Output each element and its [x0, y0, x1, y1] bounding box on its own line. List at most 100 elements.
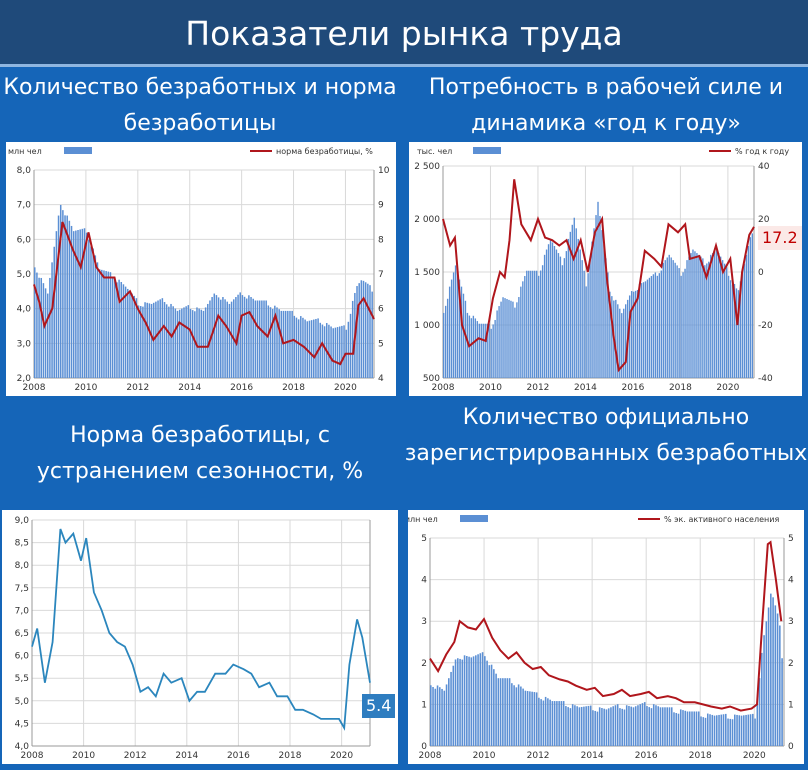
- bar: [466, 312, 469, 378]
- header-bar: Показатели рынка труда: [0, 0, 808, 67]
- bar: [585, 286, 587, 378]
- bar: [163, 302, 166, 378]
- bar: [737, 290, 740, 378]
- bar: [122, 284, 125, 378]
- bar: [478, 323, 480, 378]
- bar: [217, 297, 220, 378]
- bar: [723, 263, 726, 378]
- bar: [678, 268, 680, 378]
- y2-tick-label: 9: [378, 201, 384, 211]
- bar: [679, 709, 682, 746]
- bar: [358, 283, 360, 378]
- bar: [541, 265, 544, 378]
- bar: [452, 665, 455, 746]
- bar: [652, 704, 655, 746]
- y-tick-label: 6,5: [15, 629, 29, 639]
- bar: [504, 298, 506, 378]
- bar: [468, 656, 470, 746]
- bar: [454, 265, 457, 378]
- bar: [745, 254, 748, 378]
- y-tick-label: 4,5: [15, 719, 29, 729]
- bar: [196, 307, 198, 378]
- bar: [655, 705, 657, 746]
- bar: [565, 251, 568, 378]
- bar: [504, 678, 506, 746]
- bar: [133, 295, 136, 378]
- bar: [224, 299, 226, 378]
- bar: [139, 306, 142, 378]
- y-tick-label: 1 500: [414, 268, 440, 278]
- bar: [315, 318, 317, 378]
- bar: [155, 301, 157, 378]
- bar: [506, 678, 509, 746]
- bar: [614, 705, 617, 746]
- bar: [271, 308, 274, 378]
- bar: [252, 298, 254, 378]
- bar: [518, 297, 520, 378]
- bar: [749, 714, 752, 746]
- bar: [611, 296, 613, 378]
- bar: [597, 201, 599, 378]
- bar: [430, 685, 432, 746]
- bar: [562, 701, 565, 746]
- bar: [745, 714, 747, 746]
- y2-tick-label: -20: [758, 321, 773, 331]
- bar: [747, 714, 750, 746]
- bar: [51, 262, 53, 378]
- y-tick-label: 9,0: [15, 516, 30, 526]
- bar: [652, 274, 655, 378]
- bar: [443, 312, 445, 378]
- bar: [105, 271, 107, 378]
- y-tick-label: 7,0: [17, 201, 32, 211]
- bar: [522, 688, 524, 746]
- bar: [486, 660, 488, 746]
- y2-tick-label: 1: [788, 700, 794, 710]
- bar: [200, 309, 203, 378]
- bar: [360, 280, 363, 378]
- x-tick-label: 2016: [227, 751, 250, 761]
- bar: [328, 324, 330, 378]
- bar: [696, 253, 698, 378]
- x-tick-label: 2008: [432, 383, 455, 393]
- bar: [619, 708, 621, 746]
- legend-line-label: % год к году: [735, 147, 789, 156]
- bar: [731, 284, 734, 378]
- bar: [338, 326, 341, 378]
- bar: [176, 310, 179, 378]
- bar: [641, 703, 644, 746]
- bar: [619, 308, 621, 378]
- y-tick-label: 0: [421, 742, 427, 752]
- bar: [446, 298, 449, 378]
- chart-sa-rate: 4,0 4,5 5,0 5,5 6,0 6,5 7,0 7,5 8,0 8,5 9,0 2008 201…: [2, 510, 398, 764]
- bar: [540, 699, 542, 746]
- x-tick-label: 2012: [124, 751, 147, 761]
- bar: [698, 254, 700, 378]
- bar: [589, 705, 592, 746]
- y2-tick-label: 10: [378, 166, 390, 176]
- bar: [460, 286, 463, 378]
- bar: [267, 305, 270, 378]
- bar: [274, 305, 276, 378]
- bar: [576, 706, 578, 746]
- bar: [474, 318, 477, 378]
- bar: [36, 272, 38, 378]
- bar: [749, 237, 752, 378]
- x-tick-label: 2018: [689, 751, 712, 761]
- bar: [725, 267, 728, 378]
- bar: [668, 254, 670, 378]
- bar: [336, 327, 339, 378]
- bar: [241, 295, 244, 378]
- bar: [774, 605, 777, 746]
- bar: [632, 291, 635, 378]
- bar: [528, 270, 530, 378]
- bar: [607, 272, 609, 378]
- bar: [555, 249, 558, 378]
- bar: [520, 686, 522, 746]
- bar: [598, 707, 601, 746]
- bar: [601, 708, 603, 746]
- bar: [738, 715, 741, 746]
- chart-unemployed: 2,0 3,0 4,0 5,0 6,0 7,0 8,0 4 5 6 7 8 9 10 2008 2010 201…: [6, 142, 396, 396]
- bar: [101, 269, 103, 378]
- bar: [640, 283, 643, 378]
- y-tick-label: 5: [421, 534, 427, 544]
